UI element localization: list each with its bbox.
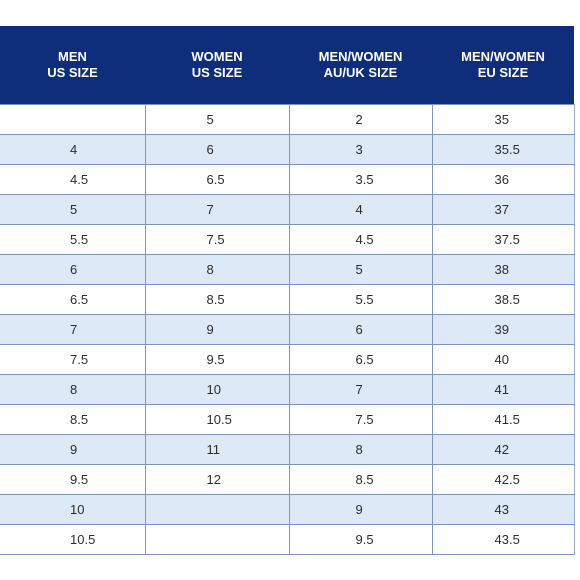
table-row: 9.5 12 8.5 42.5 xyxy=(0,464,575,495)
eu-cell: 35.5 xyxy=(431,134,575,165)
table-row: 6 8 5 38 xyxy=(0,254,575,285)
eu-cell: 37.5 xyxy=(431,224,575,255)
women-us-cell: 12 xyxy=(144,464,290,495)
header-line: US SIZE xyxy=(47,65,98,80)
au-uk-cell: 9.5 xyxy=(288,524,433,555)
table-row: 7 9 6 39 xyxy=(0,314,575,345)
men-us-cell: 7 xyxy=(0,314,146,345)
women-us-cell: 7.5 xyxy=(144,224,290,255)
header-row: MEN US SIZE WOMEN US SIZE MEN/WOMEN AU/U… xyxy=(0,26,574,105)
eu-cell: 37 xyxy=(431,194,575,225)
women-us-cell: 11 xyxy=(144,434,290,465)
eu-cell: 38 xyxy=(431,254,575,285)
au-uk-cell: 2 xyxy=(288,104,433,135)
header-line: US SIZE xyxy=(191,65,243,80)
au-uk-cell: 4 xyxy=(288,194,433,225)
header-au-uk-size: MEN/WOMEN AU/UK SIZE xyxy=(289,26,432,105)
au-uk-cell: 8.5 xyxy=(288,464,433,495)
eu-cell: 43 xyxy=(431,494,575,525)
men-us-cell: 7.5 xyxy=(0,344,146,375)
table-row: 8 10 7 41 xyxy=(0,374,575,405)
men-us-cell: 4 xyxy=(0,134,146,165)
header-line: MEN/WOMEN xyxy=(461,49,545,64)
size-chart-body: 5 2 35 4 6 3 35.5 4.5 6.5 3.5 36 5 7 4 3… xyxy=(0,104,575,555)
header-line: EU SIZE xyxy=(477,65,529,80)
au-uk-cell: 8 xyxy=(288,434,433,465)
eu-cell: 36 xyxy=(431,164,575,195)
women-us-cell xyxy=(144,494,290,525)
women-us-cell: 9 xyxy=(144,314,290,345)
women-us-cell: 6.5 xyxy=(144,164,290,195)
table-row: 6.5 8.5 5.5 38.5 xyxy=(0,284,575,315)
au-uk-cell: 7 xyxy=(288,374,433,405)
men-us-cell: 8 xyxy=(0,374,146,405)
header-line: AU/UK SIZE xyxy=(323,65,398,80)
au-uk-cell: 5 xyxy=(288,254,433,285)
women-us-cell: 10 xyxy=(144,374,290,405)
eu-cell: 41 xyxy=(431,374,575,405)
au-uk-cell: 7.5 xyxy=(288,404,433,435)
men-us-cell: 8.5 xyxy=(0,404,146,435)
men-us-cell: 10.5 xyxy=(0,524,146,555)
women-us-cell xyxy=(144,524,290,555)
women-us-cell: 8.5 xyxy=(144,284,290,315)
men-us-cell: 4.5 xyxy=(0,164,146,195)
au-uk-cell: 9 xyxy=(288,494,433,525)
size-chart-table: MEN US SIZE WOMEN US SIZE MEN/WOMEN AU/U… xyxy=(0,26,575,555)
au-uk-cell: 6 xyxy=(288,314,433,345)
women-us-cell: 10.5 xyxy=(144,404,290,435)
table-row: 4.5 6.5 3.5 36 xyxy=(0,164,575,195)
women-us-cell: 5 xyxy=(144,104,290,135)
header-line: WOMEN xyxy=(191,49,243,64)
men-us-cell: 6.5 xyxy=(0,284,146,315)
header-eu-size: MEN/WOMEN EU SIZE xyxy=(432,26,574,105)
au-uk-cell: 6.5 xyxy=(288,344,433,375)
men-us-cell: 9 xyxy=(0,434,146,465)
eu-cell: 42.5 xyxy=(431,464,575,495)
men-us-cell xyxy=(0,104,146,135)
header-women-us-size: WOMEN US SIZE xyxy=(145,26,289,105)
table-row: 8.5 10.5 7.5 41.5 xyxy=(0,404,575,435)
table-row: 10 9 43 xyxy=(0,494,575,525)
eu-cell: 39 xyxy=(431,314,575,345)
table-row: 5 2 35 xyxy=(0,104,575,135)
au-uk-cell: 5.5 xyxy=(288,284,433,315)
women-us-cell: 7 xyxy=(144,194,290,225)
women-us-cell: 9.5 xyxy=(144,344,290,375)
table-row: 4 6 3 35.5 xyxy=(0,134,575,165)
table-row: 9 11 8 42 xyxy=(0,434,575,465)
header-line: MEN xyxy=(58,49,87,64)
eu-cell: 42 xyxy=(431,434,575,465)
eu-cell: 40 xyxy=(431,344,575,375)
header-line: MEN/WOMEN xyxy=(318,49,403,64)
women-us-cell: 8 xyxy=(144,254,290,285)
men-us-cell: 5 xyxy=(0,194,146,225)
au-uk-cell: 3.5 xyxy=(288,164,433,195)
men-us-cell: 9.5 xyxy=(0,464,146,495)
women-us-cell: 6 xyxy=(144,134,290,165)
eu-cell: 43.5 xyxy=(431,524,575,555)
men-us-cell: 6 xyxy=(0,254,146,285)
table-row: 10.5 9.5 43.5 xyxy=(0,524,575,555)
eu-cell: 35 xyxy=(431,104,575,135)
au-uk-cell: 3 xyxy=(288,134,433,165)
eu-cell: 38.5 xyxy=(431,284,575,315)
au-uk-cell: 4.5 xyxy=(288,224,433,255)
size-chart-header: MEN US SIZE WOMEN US SIZE MEN/WOMEN AU/U… xyxy=(0,26,574,105)
table-row: 7.5 9.5 6.5 40 xyxy=(0,344,575,375)
header-men-us-size: MEN US SIZE xyxy=(0,26,145,105)
men-us-cell: 5.5 xyxy=(0,224,146,255)
eu-cell: 41.5 xyxy=(431,404,575,435)
table-row: 5.5 7.5 4.5 37.5 xyxy=(0,224,575,255)
table-row: 5 7 4 37 xyxy=(0,194,575,225)
men-us-cell: 10 xyxy=(0,494,146,525)
